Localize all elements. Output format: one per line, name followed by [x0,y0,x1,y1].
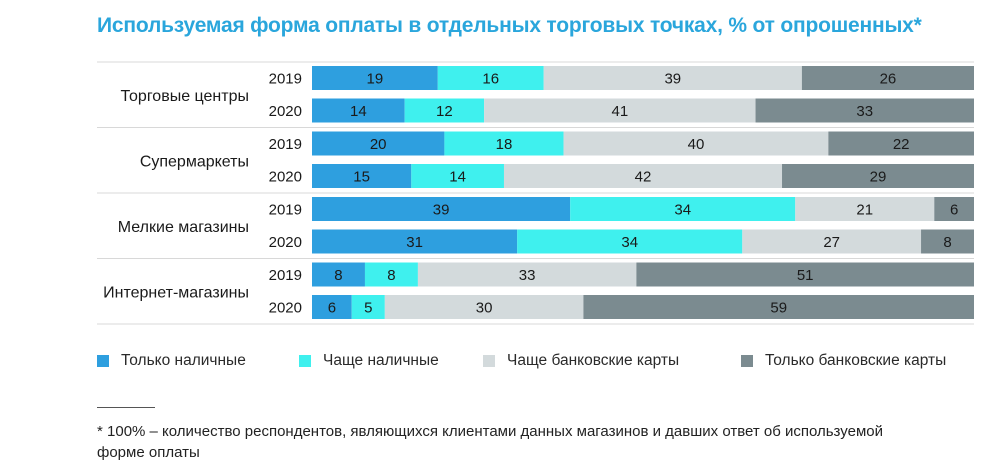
bar-segment [312,98,405,123]
row-labels: Торговые центры 2019 2020 Супермаркеты 2019 2… [103,71,302,317]
bar-segment [404,98,485,123]
bar-segment [312,262,365,287]
year-label: 2020 [269,300,302,317]
data-label: 22 [893,136,910,153]
group-label: Интернет-магазины [103,284,249,301]
bar-segment [934,197,974,221]
data-label: 14 [449,169,466,186]
group-dividers [97,61,974,325]
legend-label: Чаще банковские карты [507,352,680,369]
bar-segment [384,295,584,319]
bar-segment [795,197,935,221]
bar-segment [543,66,802,90]
legend-item: Чаще банковские карты [483,352,679,370]
data-label: 40 [688,136,705,153]
legend-label: Только наличные [121,352,246,369]
data-label: 14 [350,103,367,120]
data-label: 19 [367,71,384,88]
data-label: 8 [387,267,395,284]
data-label: 16 [482,71,499,88]
bars: 19 16 39 26 14 12 41 33 20 18 40 22 15 14 42 29 39 34 21 6 3… [312,66,974,319]
legend-label: Чаще наличные [323,352,439,369]
legend-item: Чаще наличные [299,352,439,370]
data-label: 33 [519,267,536,284]
data-label: 15 [353,169,370,186]
year-label: 2020 [269,103,302,120]
footnote-divider [97,407,155,408]
year-label: 2019 [269,202,302,219]
legend-swatch [741,355,753,367]
data-label: 34 [674,202,691,219]
bar-segment [583,295,974,319]
legend-swatch [97,355,109,367]
group-label: Торговые центры [121,88,250,105]
data-label: 20 [370,136,387,153]
bar-segment [782,164,974,188]
legend-swatch [299,355,311,367]
data-label: 59 [770,300,787,317]
group-label: Мелкие магазины [118,219,249,236]
data-label: 8 [334,267,342,284]
data-label: 21 [856,202,873,219]
group-label: Супермаркеты [140,153,249,170]
data-label: 42 [635,169,652,186]
bar-segment [801,66,974,90]
footnote: * 100% – количество респондентов, являющ… [97,423,883,461]
data-label: 6 [328,300,336,317]
bar-segment [312,131,445,156]
bar-segment [563,131,829,156]
bar-segment [312,229,518,254]
bar-segment [312,197,571,221]
bar-segment [742,229,922,254]
data-label: 34 [621,234,638,251]
bar-segment [417,262,637,287]
bar-segment [755,98,974,123]
data-label: 6 [950,202,958,219]
data-label: 27 [823,234,840,251]
bar-segment [437,66,544,90]
bar-segment [312,66,438,90]
bar-segment [484,98,756,123]
data-label: 5 [364,300,372,317]
data-label: 29 [870,169,887,186]
chart-title: Используемая форма оплаты в отдельных то… [97,14,922,37]
data-label: 51 [797,267,814,284]
bar-segment [351,295,385,319]
bar-segment [503,164,783,188]
bar-segment [312,295,352,319]
bar-segment [636,262,974,287]
bar-segment [444,131,564,156]
data-label: 12 [436,103,453,120]
year-label: 2019 [269,136,302,153]
legend-item: Только банковские карты [741,352,946,370]
year-label: 2020 [269,234,302,251]
legend-label: Только банковские карты [765,352,947,369]
data-label: 8 [943,234,951,251]
legend: Только наличные Чаще наличные Чаще банковс… [97,352,987,376]
data-label: 33 [856,103,873,120]
legend-swatch [483,355,495,367]
bar-segment [921,229,974,254]
data-label: 18 [496,136,513,153]
year-label: 2019 [269,71,302,88]
bar-segment [312,164,412,188]
bar-segment [517,229,743,254]
data-label: 39 [433,202,450,219]
bar-segment [570,197,796,221]
bar-segment [828,131,974,156]
data-label: 41 [611,103,628,120]
year-label: 2020 [269,169,302,186]
year-label: 2019 [269,267,302,284]
data-label: 39 [664,71,681,88]
legend-item: Только наличные [97,352,246,370]
data-label: 31 [406,234,423,251]
data-label: 26 [880,71,897,88]
stacked-bar-chart: Торговые центры20192020Супермаркеты20192… [97,61,974,325]
data-label: 30 [476,300,493,317]
bar-segment [364,262,418,287]
bar-segment [411,164,504,188]
